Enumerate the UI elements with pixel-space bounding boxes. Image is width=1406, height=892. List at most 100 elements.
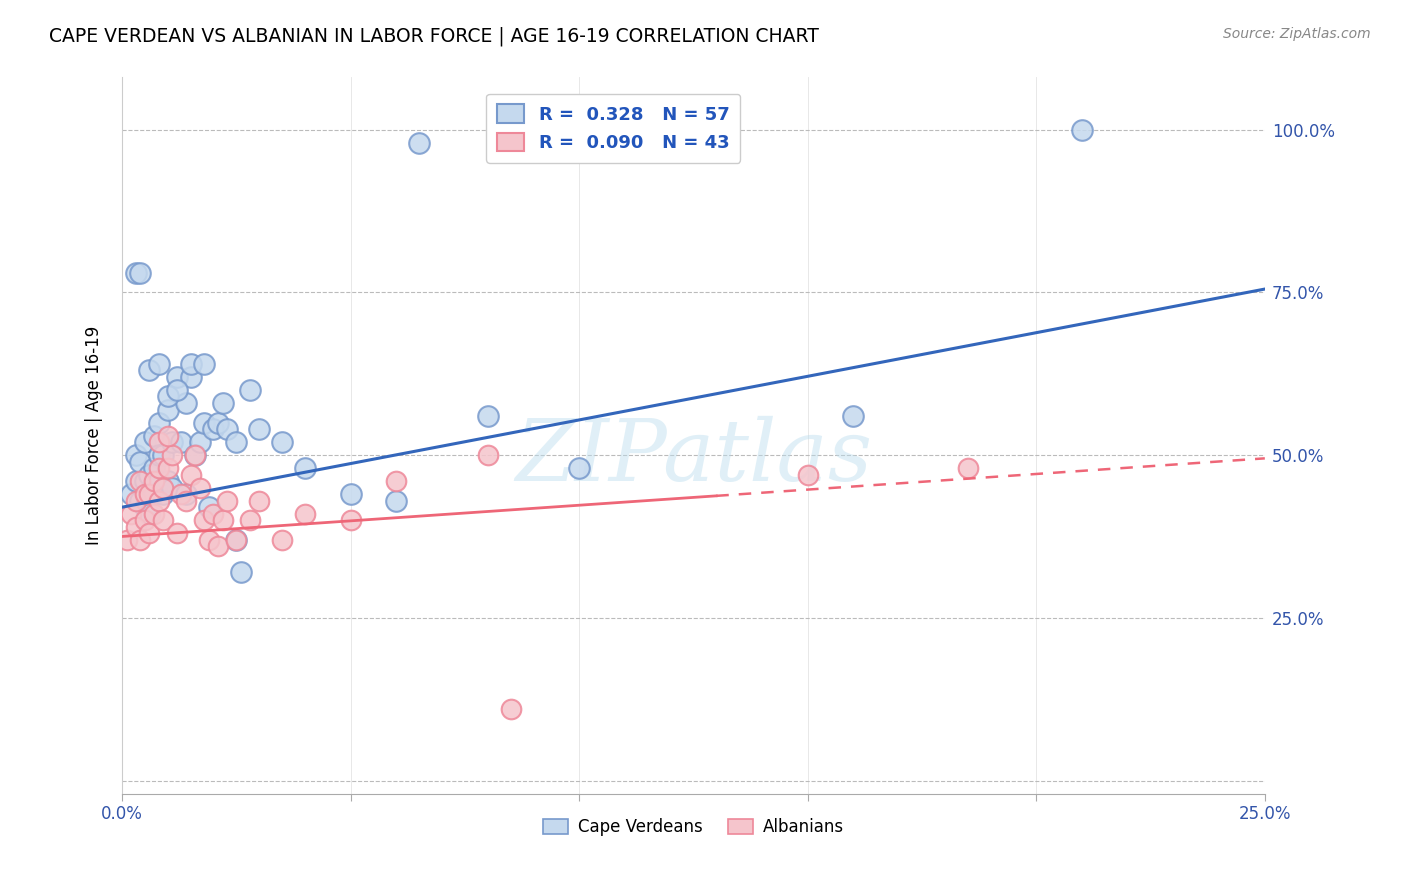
Point <box>125 493 148 508</box>
Point <box>162 435 184 450</box>
Point <box>143 461 166 475</box>
Point <box>225 533 247 547</box>
Point <box>166 370 188 384</box>
Point <box>1071 122 1094 136</box>
Point <box>385 474 408 488</box>
Point <box>143 428 166 442</box>
Point <box>125 266 148 280</box>
Point <box>184 448 207 462</box>
Point <box>143 507 166 521</box>
Point <box>148 474 170 488</box>
Point <box>156 402 179 417</box>
Point <box>134 487 156 501</box>
Point <box>166 383 188 397</box>
Point <box>138 363 160 377</box>
Point <box>152 487 174 501</box>
Point <box>134 435 156 450</box>
Point <box>138 526 160 541</box>
Point <box>193 513 215 527</box>
Point <box>143 474 166 488</box>
Point <box>225 533 247 547</box>
Text: CAPE VERDEAN VS ALBANIAN IN LABOR FORCE | AGE 16-19 CORRELATION CHART: CAPE VERDEAN VS ALBANIAN IN LABOR FORCE … <box>49 27 820 46</box>
Point <box>180 467 202 482</box>
Point <box>156 461 179 475</box>
Point <box>239 383 262 397</box>
Point <box>247 422 270 436</box>
Point <box>143 487 166 501</box>
Point <box>202 507 225 521</box>
Point <box>294 461 316 475</box>
Point <box>184 448 207 462</box>
Point <box>156 428 179 442</box>
Point <box>217 493 239 508</box>
Point <box>148 493 170 508</box>
Point <box>339 513 361 527</box>
Point <box>385 493 408 508</box>
Point <box>271 533 294 547</box>
Point <box>247 493 270 508</box>
Point <box>202 422 225 436</box>
Point <box>477 448 499 462</box>
Legend: R =  0.328   N = 57, R =  0.090   N = 43: R = 0.328 N = 57, R = 0.090 N = 43 <box>486 94 741 163</box>
Point <box>207 539 229 553</box>
Point <box>152 481 174 495</box>
Point <box>198 500 221 515</box>
Point <box>174 487 197 501</box>
Point <box>271 435 294 450</box>
Point <box>239 513 262 527</box>
Point <box>225 435 247 450</box>
Point <box>339 487 361 501</box>
Point <box>129 533 152 547</box>
Point <box>207 416 229 430</box>
Point <box>152 448 174 462</box>
Y-axis label: In Labor Force | Age 16-19: In Labor Force | Age 16-19 <box>86 326 103 545</box>
Point <box>170 435 193 450</box>
Text: ZIPatlas: ZIPatlas <box>515 416 872 499</box>
Point <box>134 500 156 515</box>
Point <box>115 533 138 547</box>
Point <box>156 474 179 488</box>
Point <box>129 474 152 488</box>
Point <box>138 467 160 482</box>
Point <box>477 409 499 423</box>
Point <box>162 448 184 462</box>
Point <box>148 448 170 462</box>
Point <box>180 370 202 384</box>
Point <box>138 487 160 501</box>
Point <box>796 467 818 482</box>
Point <box>408 136 430 150</box>
Point <box>568 461 591 475</box>
Point <box>120 487 142 501</box>
Point <box>229 566 252 580</box>
Point <box>294 507 316 521</box>
Point <box>129 493 152 508</box>
Point <box>499 702 522 716</box>
Point <box>217 422 239 436</box>
Point <box>120 507 142 521</box>
Point <box>180 357 202 371</box>
Point <box>166 526 188 541</box>
Point <box>148 461 170 475</box>
Point <box>211 513 233 527</box>
Point <box>138 507 160 521</box>
Point <box>125 474 148 488</box>
Point <box>174 493 197 508</box>
Point <box>125 519 148 533</box>
Point <box>125 448 148 462</box>
Point <box>148 435 170 450</box>
Point <box>174 396 197 410</box>
Point <box>148 357 170 371</box>
Point <box>152 513 174 527</box>
Point <box>188 481 211 495</box>
Point <box>148 416 170 430</box>
Point <box>129 454 152 468</box>
Point <box>956 461 979 475</box>
Point <box>162 481 184 495</box>
Point <box>188 435 211 450</box>
Point <box>134 513 156 527</box>
Point <box>156 389 179 403</box>
Point <box>193 416 215 430</box>
Point <box>134 474 156 488</box>
Point <box>842 409 865 423</box>
Point <box>193 357 215 371</box>
